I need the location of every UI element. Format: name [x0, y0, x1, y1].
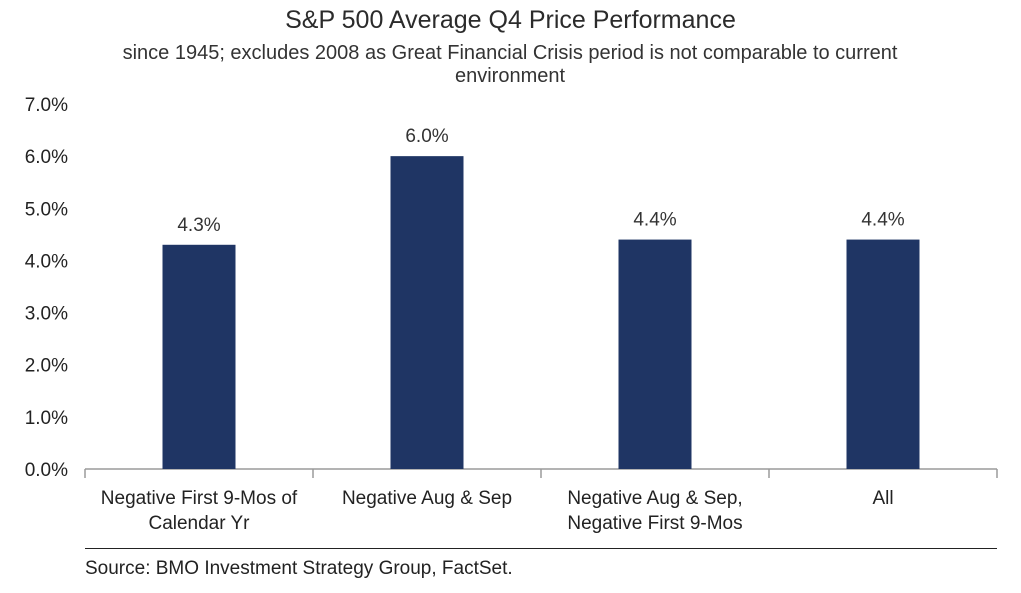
x-category-label: Negative Aug & Sep	[342, 488, 512, 509]
y-tick-label: 3.0%	[25, 304, 68, 325]
bar	[846, 239, 920, 469]
data-label: 6.0%	[405, 126, 448, 147]
source-note: Source: BMO Investment Strategy Group, F…	[85, 558, 513, 579]
data-label: 4.4%	[633, 210, 676, 231]
y-tick-label: 5.0%	[25, 199, 68, 220]
chart-subtitle: since 1945; excludes 2008 as Great Finan…	[122, 42, 898, 87]
bar	[390, 156, 464, 469]
y-tick-label: 4.0%	[25, 251, 68, 272]
y-tick-label: 1.0%	[25, 408, 68, 429]
source-divider	[85, 548, 997, 549]
chart-title: S&P 500 Average Q4 Price Performance	[285, 6, 736, 34]
x-category-label: All	[872, 488, 893, 509]
bar	[162, 244, 236, 469]
x-category-label: Negative Aug & Sep, Negative First 9-Mos	[567, 488, 742, 534]
y-tick-label: 2.0%	[25, 356, 68, 377]
x-category-label: Negative First 9-Mos of Calendar Yr	[101, 488, 298, 534]
data-label: 4.4%	[861, 210, 904, 231]
bar	[618, 239, 692, 469]
y-tick-label: 7.0%	[25, 95, 68, 116]
y-tick-label: 6.0%	[25, 147, 68, 168]
y-tick-label: 0.0%	[25, 460, 68, 481]
data-label: 4.3%	[177, 215, 220, 236]
